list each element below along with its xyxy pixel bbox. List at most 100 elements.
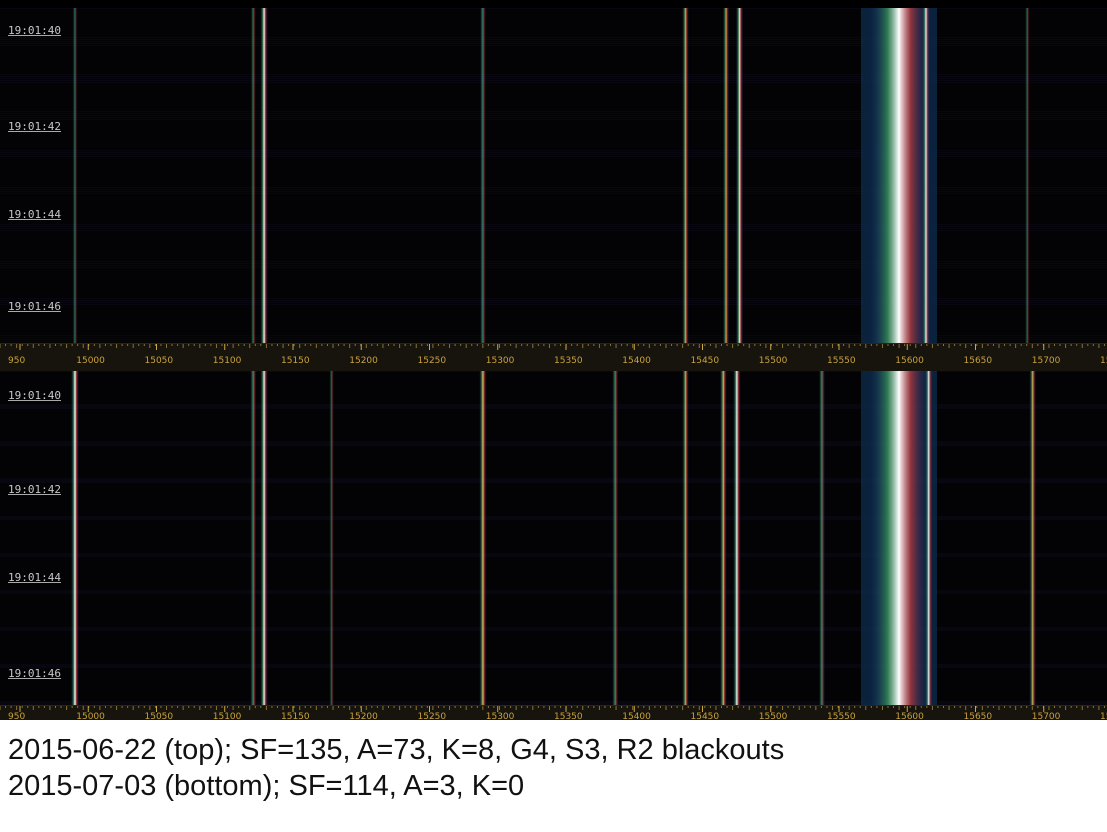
tick-label: 15000 (76, 356, 105, 366)
noise-row (0, 191, 1107, 192)
noise-row (0, 37, 1107, 38)
noise-row (0, 230, 1107, 231)
noise-row (0, 590, 1107, 591)
noise-row (0, 113, 1107, 114)
noise-row (0, 405, 1107, 406)
noise-row (0, 302, 1107, 303)
noise-row (0, 224, 1107, 225)
noise-row (0, 667, 1107, 668)
noise-row (0, 119, 1107, 120)
noise-row (0, 444, 1107, 445)
tick-label: 157 (1100, 712, 1107, 720)
noise-row (0, 406, 1107, 407)
noise-row (0, 627, 1107, 628)
tick-label: 15100 (213, 356, 242, 366)
signal-line (480, 8, 486, 343)
noise-row (0, 478, 1107, 479)
spectrogram-figure: 19:01:40 19:01:42 19:01:44 19:01:46 950 1… (0, 0, 1107, 720)
noise-row (0, 156, 1107, 157)
noise-row (0, 443, 1107, 444)
noise-row (0, 519, 1107, 520)
noise-row (0, 704, 1107, 705)
signal-line (1025, 8, 1030, 343)
noise-row (0, 74, 1107, 75)
noise-row (0, 517, 1107, 518)
noise-row (0, 701, 1107, 702)
noise-row (0, 629, 1107, 630)
tick-label: 15050 (145, 356, 174, 366)
tick-label: 950 (8, 356, 25, 366)
noise-row (0, 154, 1107, 155)
noise-row (0, 193, 1107, 194)
time-label: 19:01:40 (8, 24, 61, 37)
noise-row (0, 115, 1107, 116)
noise-row (0, 261, 1107, 262)
noise-row (0, 152, 1107, 153)
noise-row (0, 300, 1107, 301)
signal-line (719, 371, 727, 705)
tick-label: 15350 (554, 356, 583, 366)
signal-line (868, 371, 929, 705)
noise-row (0, 480, 1107, 481)
tick-label: 15700 (1032, 356, 1061, 366)
time-label: 19:01:40 (8, 389, 61, 402)
tick-label: 15550 (827, 356, 856, 366)
frequency-axis-bottom-svg: 950 15000 15050 15100 15150 15200 15250 15300 15… (0, 706, 1107, 720)
noise-row (0, 187, 1107, 188)
frequency-axis-top: 950 15000 15050 15100 15150 15200 15250 15300 15… (0, 343, 1107, 372)
signal-line (250, 8, 256, 343)
noise-row (0, 479, 1107, 480)
noise-row (0, 267, 1107, 268)
noise-row (0, 111, 1107, 112)
noise-row (0, 445, 1107, 446)
noise-row (0, 43, 1107, 44)
noise-row (0, 442, 1107, 443)
noise-row (0, 664, 1107, 665)
waterfall-panel-bottom: 19:01:40 19:01:42 19:01:44 19:01:46 (0, 371, 1107, 705)
signal-line (71, 371, 79, 705)
time-label: 19:01:46 (8, 667, 61, 680)
caption: 2015-06-22 (top); SF=135, A=73, K=8, G4,… (8, 732, 1098, 804)
noise-row (0, 630, 1107, 631)
time-label: 19:01:46 (8, 300, 61, 313)
signal-line (735, 8, 744, 343)
tick-label: 15150 (281, 712, 310, 720)
time-label: 19:01:44 (8, 571, 61, 584)
signal-line (682, 371, 689, 705)
signal-line (682, 8, 689, 343)
noise-row (0, 702, 1107, 703)
caption-line-2: 2015-07-03 (bottom); SF=114, A=3, K=0 (8, 770, 525, 802)
noise-row (0, 518, 1107, 519)
time-label: 19:01:42 (8, 483, 61, 496)
tick-label: 15100 (213, 712, 242, 720)
noise-row (0, 593, 1107, 594)
signal-line (1029, 371, 1037, 705)
time-label: 19:01:42 (8, 120, 61, 133)
tick-label: 15200 (349, 356, 378, 366)
noise-row (0, 39, 1107, 40)
signal-line (260, 371, 268, 705)
noise-row (0, 407, 1107, 408)
noise-row (0, 339, 1107, 340)
signal-line (733, 371, 741, 705)
noise-row (0, 482, 1107, 483)
tick-label: 15150 (281, 356, 310, 366)
noise-row (0, 441, 1107, 442)
signal-line (722, 8, 730, 343)
tick-label: 15500 (759, 356, 788, 366)
noise-row (0, 80, 1107, 81)
noise-row (0, 555, 1107, 556)
tick-label: 15250 (418, 712, 447, 720)
noise-row (0, 553, 1107, 554)
signal-line (612, 371, 619, 705)
noise-row (0, 556, 1107, 557)
noise-row (0, 298, 1107, 299)
noise-row (0, 226, 1107, 227)
tick-label: 15000 (76, 712, 105, 720)
noise-row (0, 481, 1107, 482)
noise-row (0, 592, 1107, 593)
noise-row (0, 554, 1107, 555)
tick-label: 15400 (622, 712, 651, 720)
noise-row (0, 665, 1107, 666)
noise-row (0, 189, 1107, 190)
